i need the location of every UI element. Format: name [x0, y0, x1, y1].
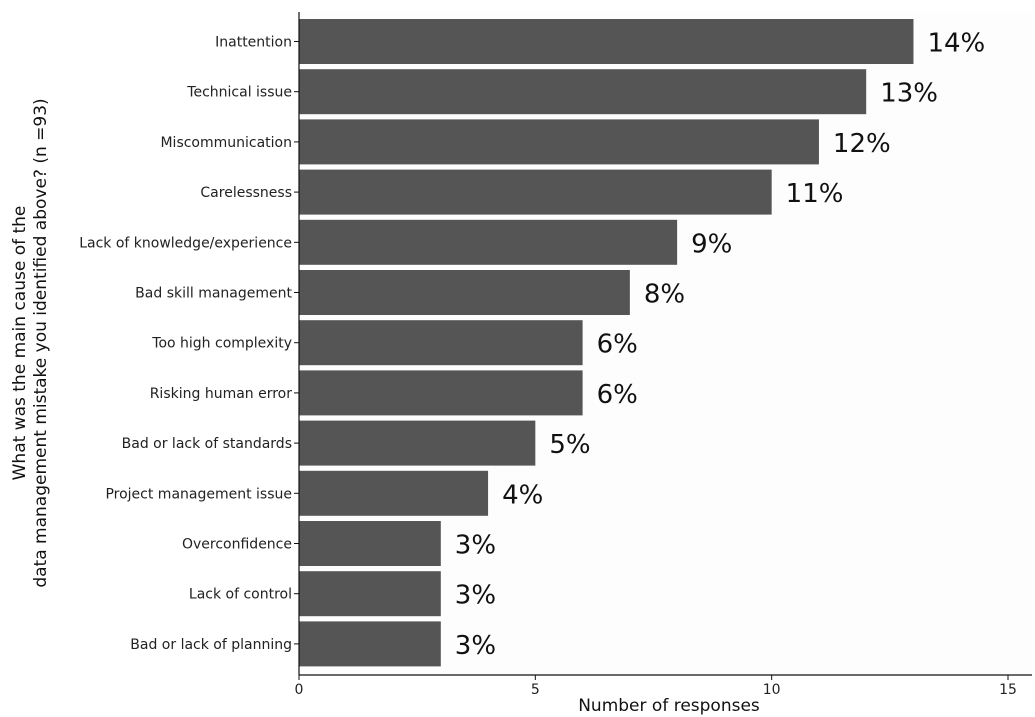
data-label: 9%	[691, 229, 732, 259]
bars-group	[299, 19, 914, 667]
data-label: 4%	[502, 480, 543, 510]
x-tick-label: 15	[999, 682, 1017, 698]
x-tick-label: 0	[295, 682, 304, 698]
category-label: Bad skill management	[135, 286, 292, 302]
bar	[299, 169, 772, 215]
bar	[299, 119, 819, 165]
data-label: 3%	[455, 631, 496, 661]
bar	[299, 370, 583, 416]
category-label: Lack of knowledge/experience	[79, 235, 292, 251]
data-label: 13%	[880, 79, 938, 109]
data-labels: 14%13%12%11%9%8%6%6%5%4%3%3%3%	[455, 29, 985, 661]
y-axis-title-line-2: data management mistake you identified a…	[31, 98, 51, 587]
category-label: Inattention	[215, 35, 292, 51]
bar	[299, 320, 583, 366]
data-label: 3%	[455, 581, 496, 611]
x-tick-label: 10	[763, 682, 781, 698]
category-label: Technical issue	[186, 85, 292, 101]
category-label: Carelessness	[200, 185, 292, 201]
data-label: 11%	[786, 179, 844, 209]
y-axis-title: What was the main cause of the data mana…	[10, 98, 51, 587]
y-axis-title-line-1: What was the main cause of the	[10, 206, 30, 481]
bar	[299, 420, 536, 466]
bar	[299, 571, 441, 617]
category-label: Risking human error	[150, 386, 293, 402]
category-label: Project management issue	[105, 486, 292, 502]
data-label: 3%	[455, 531, 496, 561]
category-label: Bad or lack of standards	[122, 436, 292, 452]
category-label: Lack of control	[189, 587, 292, 603]
x-axis-ticks: 0 5 10 15	[295, 675, 1017, 698]
bar	[299, 521, 441, 566]
data-label: 8%	[644, 280, 685, 310]
bar	[299, 219, 678, 265]
data-label: 6%	[597, 380, 638, 410]
bar	[299, 621, 441, 667]
x-axis-title: Number of responses	[578, 696, 760, 716]
bar	[299, 270, 630, 315]
data-label: 5%	[549, 430, 590, 460]
category-label: Bad or lack of planning	[130, 637, 292, 653]
x-tick-label: 5	[531, 682, 540, 698]
bar	[299, 470, 489, 516]
data-label: 12%	[833, 129, 891, 159]
category-label: Overconfidence	[182, 537, 292, 553]
bar	[299, 19, 914, 64]
category-labels: Inattention Technical issue Miscommunicati…	[79, 35, 299, 653]
bar	[299, 69, 867, 115]
category-label: Miscommunication	[160, 135, 292, 151]
data-label: 6%	[597, 330, 638, 360]
category-label: Too high complexity	[151, 336, 292, 352]
data-label: 14%	[927, 29, 985, 59]
